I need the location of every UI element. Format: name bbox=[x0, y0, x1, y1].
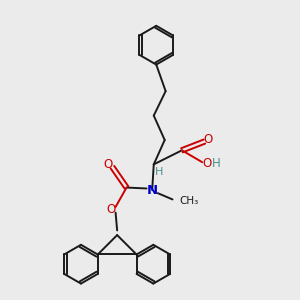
Text: O: O bbox=[103, 158, 113, 171]
Text: O: O bbox=[204, 134, 213, 146]
Text: CH₃: CH₃ bbox=[179, 196, 199, 206]
Text: H: H bbox=[155, 167, 164, 177]
Text: N: N bbox=[147, 184, 158, 196]
Text: O: O bbox=[202, 157, 211, 169]
Text: H: H bbox=[212, 157, 221, 169]
Text: O: O bbox=[106, 202, 116, 216]
